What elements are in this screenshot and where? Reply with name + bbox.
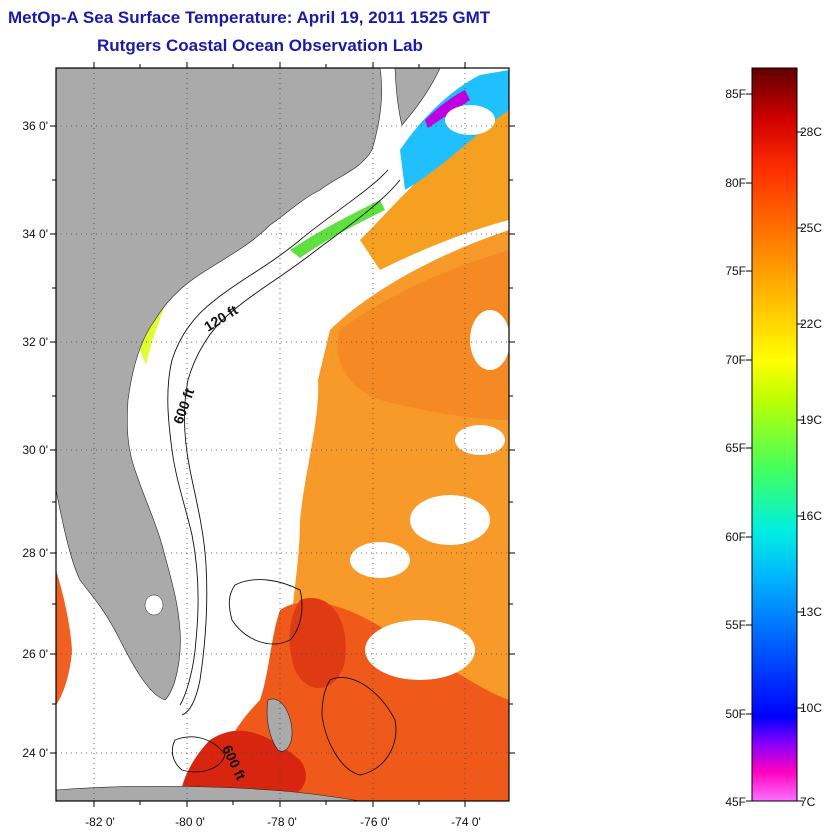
yellow-coastal-water [140, 300, 165, 365]
map-panel: 120 ft 600 ft 600 ft [56, 68, 509, 801]
gulf-of-mexico-sst [56, 570, 72, 705]
land-cuba-edge [56, 785, 361, 801]
warm-water-andros [289, 598, 346, 689]
colorbar-f-label: 45F [725, 795, 746, 809]
colorbar-celsius-labels: 28C 25C 22C 19C 16C 13C 10C 7C [800, 125, 822, 809]
lon-label: -78 0' [267, 815, 297, 829]
map-frame [55, 67, 510, 802]
lat-label: 28 0' [22, 546, 48, 560]
isobath-lines [167, 169, 401, 776]
colorbar-c-label: 7C [800, 795, 816, 809]
lat-label: 32 0' [22, 335, 48, 349]
colorbar-c-label: 28C [800, 125, 822, 139]
lon-label: -74 0' [451, 815, 481, 829]
map-subtitle: Rutgers Coastal Ocean Observation Lab [97, 36, 423, 55]
colorbar-c-label: 22C [800, 317, 822, 331]
colorbar-f-label: 50F [725, 707, 746, 721]
lon-label: -80 0' [175, 815, 205, 829]
colorbar-c-ticks [797, 131, 803, 802]
map-title: MetOp-A Sea Surface Temperature: April 1… [8, 8, 491, 27]
northern-shelf-sst [360, 110, 509, 270]
colorbar-c-label: 13C [800, 605, 822, 619]
colorbar-f-label: 60F [725, 530, 746, 544]
land-us-southeast [56, 68, 382, 701]
lat-label: 24 0' [22, 746, 48, 760]
lat-label: 26 0' [22, 647, 48, 661]
cloud-patches [350, 105, 509, 680]
colorbar-f-label: 55F [725, 618, 746, 632]
coldest-water [425, 90, 470, 128]
temperature-colorbar [751, 67, 798, 802]
green-shelf-water [290, 200, 385, 258]
lake-okeechobee [144, 594, 164, 616]
warm-water-south [217, 602, 509, 801]
colorbar-f-label: 75F [725, 264, 746, 278]
colorbar-c-label: 10C [800, 701, 822, 715]
land-outer-banks [394, 68, 441, 126]
colorbar-f-label: 65F [725, 441, 746, 455]
lat-label: 36 0' [22, 119, 48, 133]
very-warm-water-bahamas [180, 730, 306, 801]
lon-label: -82 0' [85, 815, 115, 829]
map-ticks [50, 62, 515, 807]
latitude-labels: 36 0' 34 0' 32 0' 30 0' 28 0' 26 0' 24 0… [22, 119, 48, 760]
lat-label: 30 0' [22, 443, 48, 457]
lon-label: -76 0' [360, 815, 390, 829]
colorbar-c-label: 25C [800, 221, 822, 235]
gulf-stream-core [337, 250, 509, 420]
colorbar-f-ticks [746, 93, 752, 802]
colorbar-fahrenheit-labels: 85F 80F 75F 70F 65F 60F 55F 50F 45F [725, 87, 746, 809]
graticule [56, 68, 509, 801]
colorbar-c-label: 19C [800, 413, 822, 427]
colorbar-f-label: 80F [725, 176, 746, 190]
colorbar-c-label: 16C [800, 509, 822, 523]
colorbar-f-label: 70F [725, 353, 746, 367]
longitude-labels: -82 0' -80 0' -78 0' -76 0' -74 0' [85, 815, 481, 829]
lat-label: 34 0' [22, 227, 48, 241]
land-andros [266, 698, 293, 752]
colorbar-f-label: 85F [725, 87, 746, 101]
